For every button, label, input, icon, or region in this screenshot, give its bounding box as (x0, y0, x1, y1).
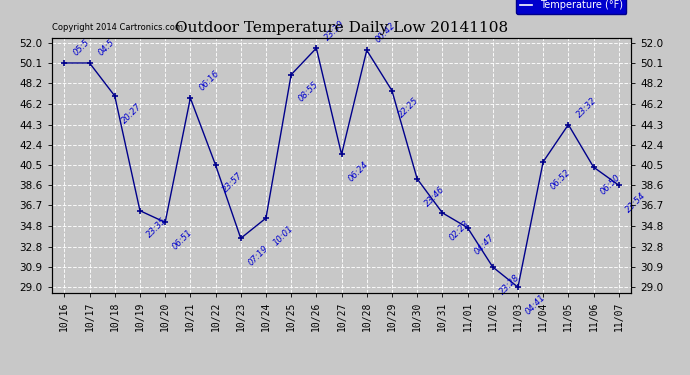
Text: 05:5: 05:5 (71, 38, 91, 57)
Text: 23:57: 23:57 (221, 171, 245, 194)
Title: Outdoor Temperature Daily Low 20141108: Outdoor Temperature Daily Low 20141108 (175, 21, 508, 35)
Text: 04:47: 04:47 (473, 233, 497, 257)
Text: 23:54: 23:54 (624, 191, 648, 214)
Text: 22:25: 22:25 (397, 96, 421, 120)
Legend: Temperature (°F): Temperature (°F) (516, 0, 627, 14)
Text: 00:42: 00:42 (374, 21, 397, 45)
Text: 08:55: 08:55 (297, 80, 320, 104)
Text: 23:35: 23:35 (146, 216, 169, 240)
Text: 06:52: 06:52 (549, 167, 572, 191)
Text: 23:46: 23:46 (423, 184, 446, 208)
Text: 07:19: 07:19 (246, 244, 270, 267)
Text: 06:50: 06:50 (599, 172, 622, 196)
Text: Copyright 2014 Cartronics.com: Copyright 2014 Cartronics.com (52, 23, 184, 32)
Text: 02:23: 02:23 (448, 218, 471, 242)
Text: 23:39: 23:39 (324, 19, 347, 43)
Text: 06:24: 06:24 (347, 160, 371, 183)
Text: 06:51: 06:51 (170, 228, 195, 252)
Text: 10:01: 10:01 (271, 224, 295, 247)
Text: 23:32: 23:32 (575, 96, 599, 119)
Text: 23:28: 23:28 (498, 273, 522, 296)
Text: 20:27: 20:27 (120, 102, 144, 125)
Text: 06:16: 06:16 (197, 69, 221, 93)
Text: 04:41: 04:41 (524, 293, 547, 316)
Text: 04:5: 04:5 (97, 38, 117, 57)
